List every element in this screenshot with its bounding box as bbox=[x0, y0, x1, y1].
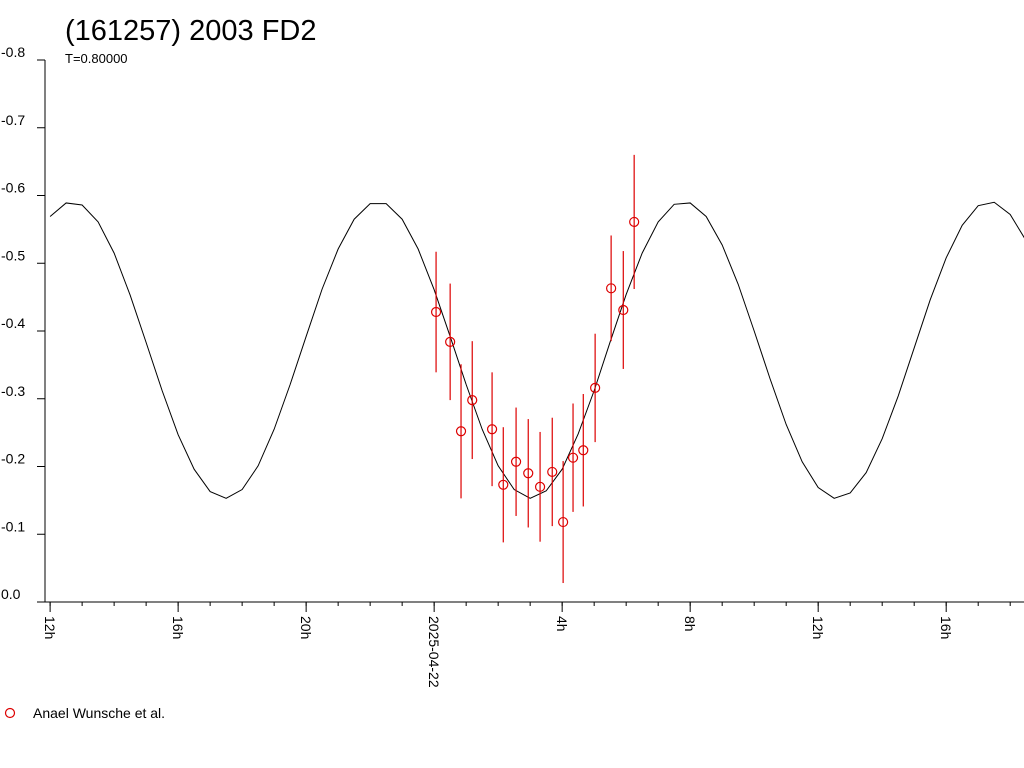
y-tick-label: -0.4 bbox=[1, 315, 25, 331]
x-tick-label: 4h bbox=[554, 616, 570, 632]
data-point bbox=[467, 395, 478, 406]
data-point bbox=[445, 336, 456, 347]
data-point bbox=[578, 445, 589, 456]
data-point bbox=[430, 306, 442, 318]
data-point bbox=[618, 304, 629, 316]
data-point bbox=[606, 283, 617, 294]
legend-marker bbox=[4, 707, 16, 719]
x-tick-label: 2025-04-22 bbox=[426, 616, 442, 688]
y-tick-label: -0.3 bbox=[1, 383, 25, 399]
data-point bbox=[534, 481, 546, 492]
data-point bbox=[523, 468, 534, 479]
y-tick-label: -0.2 bbox=[1, 451, 25, 467]
x-tick-label: 16h bbox=[938, 616, 954, 639]
y-tick-label: -0.8 bbox=[1, 44, 25, 60]
x-tick-label: 16h bbox=[170, 616, 186, 639]
chart-subtitle: T=0.80000 bbox=[65, 51, 128, 66]
model-curve bbox=[49, 201, 1024, 499]
x-tick-label: 12h bbox=[42, 616, 58, 639]
data-point bbox=[590, 382, 601, 394]
plot-area bbox=[49, 154, 1024, 584]
data-point bbox=[567, 452, 579, 463]
data-point bbox=[510, 456, 522, 467]
data-point bbox=[558, 516, 569, 528]
data-point bbox=[547, 466, 558, 478]
y-tick-label: -0.1 bbox=[1, 518, 25, 534]
y-tick-label: -0.7 bbox=[1, 112, 25, 128]
x-tick-label: 20h bbox=[298, 616, 314, 639]
y-tick-label: -0.6 bbox=[1, 180, 25, 196]
y-tick-label: 0.0 bbox=[1, 586, 21, 602]
y-tick-label: -0.5 bbox=[1, 247, 25, 263]
x-tick-label: 12h bbox=[810, 616, 826, 639]
data-point bbox=[486, 424, 498, 435]
data-point bbox=[455, 426, 467, 437]
data-point bbox=[498, 479, 509, 490]
x-tick-label: 8h bbox=[682, 616, 698, 632]
data-point bbox=[629, 216, 640, 228]
legend-label: Anael Wunsche et al. bbox=[33, 705, 165, 721]
chart-title: (161257) 2003 FD2 bbox=[65, 15, 317, 47]
